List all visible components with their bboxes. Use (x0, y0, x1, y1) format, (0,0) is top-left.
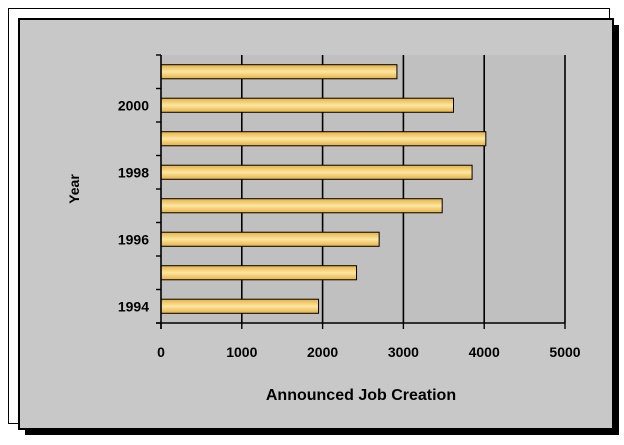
plot-area (161, 55, 565, 323)
x-tick-label: 4000 (469, 344, 500, 360)
bar-rect (160, 64, 398, 80)
bar (160, 231, 380, 247)
bar-chart: 1994 1996 1998 2000 0 1000 2000 3000 4000 5000 An… (18, 18, 619, 435)
x-tick-label: 3000 (388, 344, 419, 360)
y-tick-label: 1994 (118, 298, 149, 314)
bar-rect (160, 265, 358, 281)
bar (160, 97, 454, 113)
bar-rect (160, 198, 443, 214)
bar (160, 198, 443, 214)
x-tick-label: 5000 (549, 344, 580, 360)
bar (160, 64, 398, 80)
y-tick-label: 2000 (118, 97, 149, 113)
y-tick-label: 1996 (118, 231, 149, 247)
y-tick-label: 1998 (118, 164, 149, 180)
x-tick-label: 0 (157, 344, 165, 360)
bar (160, 131, 487, 147)
bar-rect (160, 298, 320, 314)
x-tick-label: 1000 (226, 344, 257, 360)
bar (160, 265, 358, 281)
bar-rect (160, 131, 487, 147)
y-axis-title: Year (66, 174, 82, 204)
bar (160, 164, 473, 180)
x-tick-label: 2000 (307, 344, 338, 360)
frame-shadow-bottom (25, 429, 619, 435)
frame-shadow-right (613, 25, 619, 435)
bar-rect (160, 97, 454, 113)
chart-frame: 1994 1996 1998 2000 0 1000 2000 3000 4000 5000 An… (8, 8, 619, 435)
bar-rect (160, 231, 380, 247)
bar-rect (160, 164, 473, 180)
x-axis-title: Announced Job Creation (266, 387, 456, 404)
bar (160, 298, 320, 314)
